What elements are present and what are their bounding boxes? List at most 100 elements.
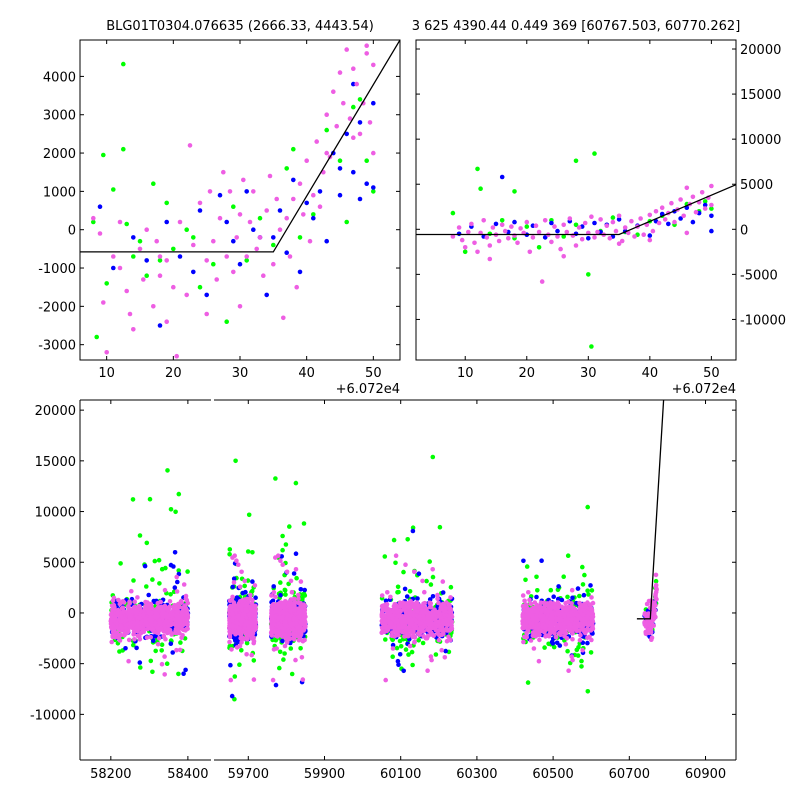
panel-top-right: 10 20 30 40 50+6.072e4-10000-500005000100001… (412, 19, 786, 397)
point-pink (299, 655, 305, 660)
point-green (478, 186, 483, 191)
point-pink (242, 578, 247, 584)
point-pink (337, 70, 343, 75)
y-tick-label: 0 (740, 223, 748, 238)
point-green (244, 258, 249, 263)
point-blue (493, 221, 499, 227)
point-pink (161, 604, 166, 610)
point-green (283, 592, 288, 597)
point-pink (444, 638, 450, 644)
point-pink (297, 181, 303, 186)
point-pink (387, 609, 393, 615)
point-pink (136, 615, 142, 621)
point-pink (371, 150, 376, 156)
point-green (462, 249, 468, 255)
point-pink (151, 304, 156, 309)
point-pink (314, 139, 320, 144)
point-pink (157, 254, 163, 259)
x-tick-label: 30 (232, 366, 249, 381)
point-green (157, 258, 163, 263)
point-blue (172, 550, 178, 555)
point-pink (396, 623, 401, 628)
point-pink (121, 609, 127, 614)
point-green (398, 644, 404, 649)
point-pink (112, 630, 118, 636)
point-pink (524, 635, 529, 640)
point-green (282, 651, 287, 656)
point-pink (408, 609, 414, 614)
point-pink (472, 240, 477, 246)
point-pink (294, 284, 300, 290)
point-pink (579, 236, 585, 242)
point-pink (183, 596, 189, 601)
point-green (117, 649, 122, 654)
point-blue (678, 216, 683, 221)
point-pink (269, 633, 275, 638)
point-green (433, 652, 439, 657)
point-green (525, 680, 531, 685)
point-pink (151, 629, 157, 635)
point-blue (499, 174, 505, 180)
point-pink (179, 626, 185, 631)
point-pink (283, 635, 289, 641)
point-green (156, 557, 162, 563)
point-pink (163, 636, 168, 642)
point-pink (558, 246, 563, 252)
point-green (271, 242, 276, 248)
point-pink (280, 609, 286, 615)
point-blue (243, 589, 248, 595)
point-green (524, 224, 530, 229)
point-green (147, 496, 153, 502)
point-green (294, 575, 299, 581)
point-pink (104, 350, 109, 355)
point-pink (228, 677, 234, 683)
point-green (150, 577, 155, 582)
point-pink (167, 599, 173, 604)
point-pink (250, 630, 256, 636)
point-blue (709, 228, 714, 234)
point-blue (197, 208, 203, 213)
point-pink (435, 592, 440, 598)
point-pink (678, 197, 683, 202)
point-green (176, 568, 181, 573)
point-green (242, 583, 247, 589)
point-pink (367, 120, 373, 125)
point-green (610, 215, 616, 220)
point-pink (111, 254, 116, 259)
point-pink (702, 206, 708, 211)
point-pink (204, 258, 209, 263)
point-pink (456, 225, 462, 230)
point-pink (422, 589, 427, 595)
point-green (382, 554, 388, 559)
point-pink (159, 627, 164, 632)
point-pink (709, 202, 714, 208)
point-blue (142, 563, 148, 569)
point-pink (598, 217, 603, 222)
point-green (565, 594, 570, 600)
point-green (138, 665, 143, 670)
point-pink (371, 62, 376, 68)
point-pink (441, 631, 446, 637)
y-tick-label: -2000 (38, 300, 76, 315)
point-pink (567, 216, 573, 221)
point-green (157, 581, 162, 586)
panel-bottom: 58200 58400 59700 59900 60100 60300 60500 60700… (30, 399, 737, 782)
point-pink (271, 618, 277, 624)
point-pink (137, 604, 142, 609)
point-pink (234, 645, 240, 650)
point-pink (132, 604, 138, 609)
x-tick-label: 30 (580, 366, 597, 381)
point-pink (171, 284, 176, 290)
point-pink (399, 629, 405, 635)
point-green (91, 219, 96, 225)
point-pink (238, 635, 243, 641)
point-green (437, 524, 443, 530)
point-pink (234, 235, 239, 240)
point-pink (287, 600, 293, 606)
point-green (351, 104, 356, 110)
point-pink (127, 614, 133, 620)
point-pink (227, 634, 233, 640)
point-pink (406, 604, 411, 610)
point-blue (229, 693, 235, 699)
axes-frame (79, 39, 401, 361)
